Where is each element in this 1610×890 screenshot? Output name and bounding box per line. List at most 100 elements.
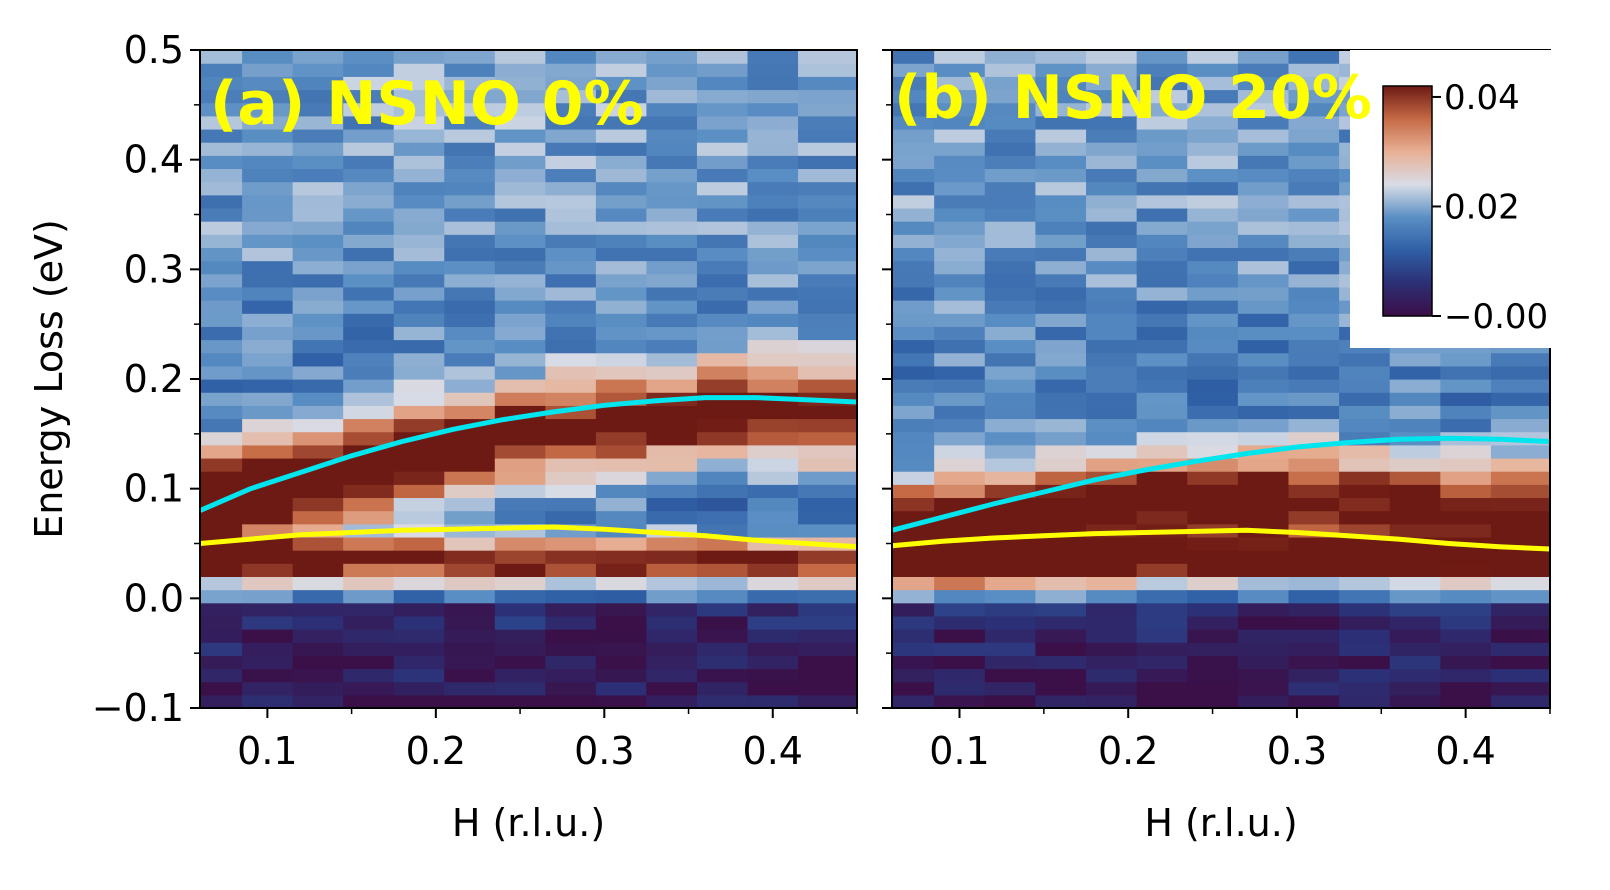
heatmap-cell [1086, 142, 1138, 156]
heatmap-cell [1086, 247, 1138, 262]
heatmap-cell [200, 365, 243, 380]
x-tick-label: 0.3 [1267, 729, 1327, 773]
heatmap-cell [444, 142, 496, 156]
heatmap-cell [1237, 76, 1290, 91]
heatmap-cell [1035, 457, 1087, 472]
heatmap-cell [242, 589, 294, 604]
heatmap-cell [747, 589, 799, 604]
heatmap-cell [393, 313, 445, 327]
heatmap-cell [444, 484, 496, 499]
heatmap-cell [292, 300, 344, 314]
heatmap-cell [292, 365, 344, 380]
heatmap-cell [343, 352, 395, 367]
heatmap-cell [1187, 655, 1239, 670]
heatmap-cell [1339, 589, 1391, 604]
heatmap-cell [200, 89, 243, 104]
heatmap-cell [343, 76, 395, 91]
heatmap-cell [200, 602, 243, 617]
heatmap-cell [393, 418, 445, 433]
heatmap-cell [984, 510, 1037, 525]
heatmap-cell [343, 63, 395, 77]
heatmap-cell [200, 523, 243, 538]
heatmap-cell [747, 102, 799, 117]
heatmap-cell [1187, 50, 1239, 64]
heatmap-cell [1288, 550, 1340, 564]
heatmap-cell [646, 260, 698, 275]
heatmap-cell [1389, 379, 1441, 393]
heatmap-cell [696, 589, 749, 604]
heatmap-cell [1086, 326, 1138, 341]
heatmap-cell [696, 247, 749, 262]
heatmap-cell [1339, 642, 1391, 656]
heatmap-cell [1187, 550, 1239, 564]
heatmap-cell [545, 207, 597, 222]
heatmap-cell [984, 379, 1037, 393]
heatmap-cell [798, 471, 858, 485]
heatmap-cell [1288, 221, 1340, 235]
heatmap-cell [646, 471, 698, 485]
heatmap-cell [1389, 365, 1441, 380]
heatmap-cell [1187, 234, 1239, 248]
heatmap-cell [1136, 207, 1188, 222]
heatmap-cell [242, 181, 294, 196]
heatmap-cell [292, 128, 344, 143]
heatmap-cell [1339, 550, 1391, 564]
heatmap-cell [494, 142, 546, 156]
heatmap-cell [1035, 102, 1087, 117]
heatmap-cell [1288, 536, 1340, 551]
heatmap-cell [798, 89, 858, 104]
heatmap-cell [747, 339, 799, 354]
heatmap-cell [292, 681, 344, 696]
heatmap-cell [595, 142, 648, 156]
heatmap-cell [393, 115, 445, 130]
heatmap-cell [1288, 418, 1340, 433]
heatmap-cell [1288, 589, 1340, 604]
heatmap-cell [646, 497, 698, 512]
heatmap-cell [292, 339, 344, 354]
heatmap-cell [444, 260, 496, 275]
heatmap-cell [1086, 168, 1138, 183]
heatmap-cell [1035, 128, 1087, 143]
heatmap-cell [200, 221, 243, 235]
heatmap-cell [1339, 536, 1391, 551]
heatmap-cell [1086, 655, 1138, 670]
heatmap-cell [595, 326, 648, 341]
heatmap-cell [343, 142, 395, 156]
heatmap-cell [545, 510, 597, 525]
heatmap-cell [200, 234, 243, 248]
heatmap-cell [1086, 379, 1138, 393]
heatmap-cell [242, 260, 294, 275]
heatmap-cell [393, 392, 445, 406]
heatmap-cell [747, 523, 799, 538]
heatmap-cell [696, 365, 749, 380]
heatmap-cell [292, 563, 344, 577]
heatmap-cell [1339, 563, 1391, 577]
heatmap-cell [1288, 365, 1340, 380]
heatmap-cell [200, 207, 243, 222]
heatmap-cell [1136, 273, 1188, 288]
heatmap-cell [1035, 642, 1087, 656]
heatmap-cell [200, 510, 243, 525]
heatmap-cell [1288, 602, 1340, 617]
heatmap-cell [444, 668, 496, 683]
heatmap-cell [444, 300, 496, 314]
heatmap-cell [1187, 497, 1239, 512]
heatmap-cell [200, 405, 243, 420]
heatmap-cell [646, 510, 698, 525]
heatmap-cell [1035, 379, 1087, 393]
heatmap-cell [1288, 313, 1340, 327]
heatmap-cell [747, 444, 799, 459]
heatmap-cell [1389, 694, 1441, 709]
heatmap-cell [1237, 234, 1290, 248]
heatmap-cell [292, 63, 344, 77]
heatmap-cell [1288, 50, 1340, 64]
heatmap-cell [892, 89, 935, 104]
heatmap-cell [595, 50, 648, 64]
heatmap-cell [200, 615, 243, 630]
heatmap-cell [934, 418, 986, 433]
heatmap-cell [545, 194, 597, 209]
heatmap-cell [1440, 563, 1492, 577]
heatmap-cell [444, 576, 496, 591]
heatmap-cell [646, 207, 698, 222]
heatmap-cell [696, 484, 749, 499]
